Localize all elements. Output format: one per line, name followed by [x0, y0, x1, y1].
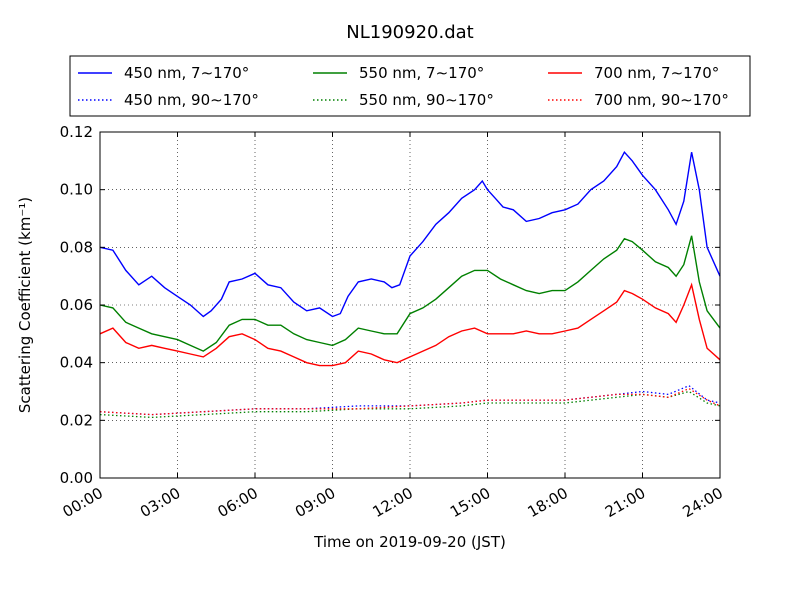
legend-label: 700 nm, 7∼170°	[594, 64, 719, 82]
y-tick-label: 0.12	[60, 123, 93, 141]
x-tick-label: 06:00	[215, 484, 261, 521]
x-tick-label: 00:00	[60, 484, 106, 521]
y-tick-label: 0.00	[60, 469, 93, 487]
y-tick-label: 0.02	[60, 411, 93, 429]
legend-label: 700 nm, 90∼170°	[594, 91, 729, 109]
series-layer	[99, 150, 721, 419]
series-line-2	[99, 282, 721, 367]
legend-label: 550 nm, 7∼170°	[359, 64, 484, 82]
x-axis-label: Time on 2019-09-20 (JST)	[313, 533, 506, 551]
y-tick-label: 0.08	[60, 238, 93, 256]
series-line-4	[99, 390, 721, 419]
legend-label: 550 nm, 90∼170°	[359, 91, 494, 109]
y-axis-label: Scattering Coefficient (km⁻¹)	[16, 197, 34, 413]
y-tick-label: 0.06	[60, 296, 93, 314]
series-line-1	[99, 235, 721, 352]
x-tick-label: 21:00	[602, 484, 648, 521]
legend: 450 nm, 7∼170° 450 nm, 90∼170° 550 nm, 7∼1…	[69, 55, 751, 117]
x-tick-label: 24:00	[680, 484, 726, 521]
y-tick-label: 0.04	[60, 354, 93, 372]
series-line-5	[99, 387, 721, 416]
legend-label: 450 nm, 7∼170°	[124, 64, 249, 82]
x-tick-label: 15:00	[447, 484, 493, 521]
y-tick-labels: 0.00 0.02 0.04 0.06 0.08 0.10 0.12	[60, 123, 93, 487]
grid	[100, 132, 720, 478]
x-tick-label: 12:00	[370, 484, 416, 521]
series-line-0	[99, 150, 721, 318]
x-tick-label: 03:00	[137, 484, 183, 521]
ticks	[99, 131, 721, 479]
y-tick-label: 0.10	[60, 181, 93, 199]
legend-label: 450 nm, 90∼170°	[124, 91, 259, 109]
x-tick-label: 18:00	[525, 484, 571, 521]
legend-frame	[69, 55, 751, 117]
chart-title: NL190920.dat	[346, 22, 473, 43]
x-tick-labels: 00:00 03:00 06:00 09:00 12:00 15:00 18:00 21:00…	[60, 484, 726, 521]
x-tick-label: 09:00	[292, 484, 338, 521]
